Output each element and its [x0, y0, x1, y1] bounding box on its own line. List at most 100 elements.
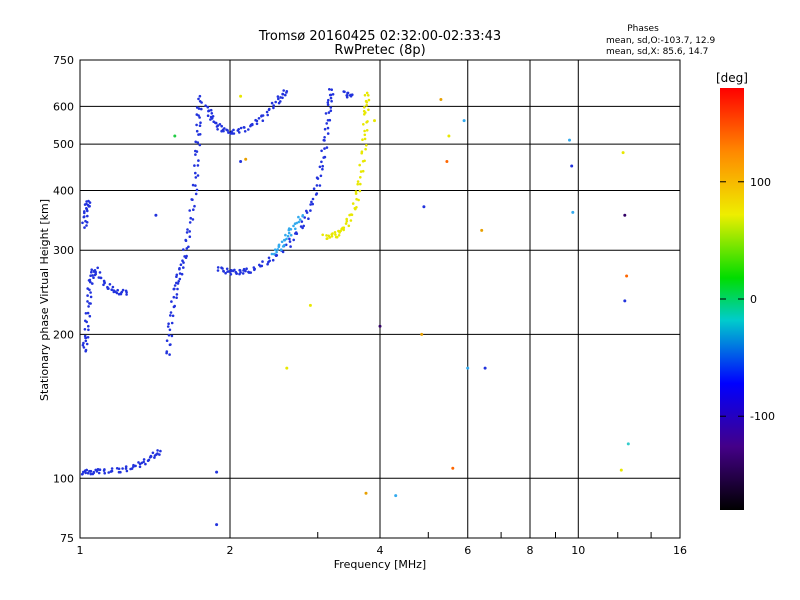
trace-point — [364, 99, 368, 103]
scatter-point — [422, 205, 426, 209]
trace-point — [82, 470, 85, 474]
trace-point — [245, 267, 248, 271]
trace-point — [321, 167, 324, 171]
trace-point — [175, 273, 179, 277]
trace-point — [326, 237, 329, 240]
trace-point — [94, 272, 97, 276]
colorbar-tick-labels: 100 0 -100 — [720, 176, 775, 423]
trace-point — [107, 471, 110, 474]
scatter-point — [420, 332, 424, 336]
scatter-point — [570, 164, 574, 168]
trace-point — [295, 221, 299, 225]
trace-point — [172, 305, 176, 309]
trace-point — [167, 322, 170, 326]
x-axis-label: Frequency [MHz] — [334, 558, 426, 571]
scatter-point — [623, 299, 627, 303]
trace-point — [351, 202, 355, 205]
trace-point — [272, 252, 276, 256]
trace-point — [323, 147, 326, 150]
trace-point — [337, 234, 341, 237]
trace-point — [216, 128, 219, 131]
trace-point — [200, 107, 203, 111]
scatter-point — [285, 366, 289, 370]
trace-point — [358, 163, 362, 167]
trace-point — [165, 350, 169, 353]
trace-point — [125, 291, 128, 294]
trace-point — [311, 202, 315, 206]
trace-point — [88, 469, 91, 473]
trace-point — [261, 119, 265, 122]
trace-point — [255, 122, 259, 126]
trace-point — [151, 451, 155, 455]
trace-point — [244, 269, 247, 273]
trace-point — [193, 164, 196, 167]
trace-point — [342, 228, 346, 232]
colorbar-label: [deg] — [716, 71, 748, 85]
trace-point — [182, 248, 185, 251]
trace-point — [197, 97, 200, 101]
trace-point — [188, 230, 191, 233]
trace-point — [359, 170, 363, 173]
trace-point — [345, 95, 349, 99]
trace-point — [322, 156, 326, 159]
trace-point — [115, 291, 119, 295]
trace-point — [357, 198, 360, 202]
trace-point — [279, 96, 282, 99]
trace-point — [120, 290, 124, 294]
trace-point — [322, 138, 326, 142]
trace-point — [179, 263, 183, 267]
trace-point — [281, 92, 284, 96]
trace-point — [276, 95, 280, 98]
trace-point — [189, 216, 192, 220]
trace-point — [167, 333, 171, 337]
trace-point — [216, 124, 220, 127]
trace-point — [86, 300, 89, 303]
trace-point — [87, 328, 90, 332]
scatter-point — [373, 119, 376, 123]
trace-point — [96, 266, 99, 270]
trace-point — [321, 164, 325, 168]
grid-lines — [80, 60, 680, 538]
chart-title: Tromsø 20160425 02:32:00-02:33:43 — [258, 29, 501, 44]
trace-point — [86, 471, 90, 475]
colorbar-tick-label: -100 — [750, 410, 775, 423]
trace-point — [86, 336, 90, 339]
trace-point — [320, 160, 323, 164]
trace-point — [81, 472, 84, 476]
trace-point — [85, 320, 88, 324]
trace-point — [83, 226, 86, 229]
trace-point — [344, 222, 348, 225]
trace-point — [315, 176, 319, 179]
trace-point — [271, 258, 275, 262]
trace-point — [182, 266, 185, 269]
trace-point — [222, 269, 225, 273]
trace-point — [170, 321, 174, 325]
trace-point — [282, 89, 286, 92]
trace-point — [345, 217, 349, 221]
trace-point — [288, 240, 292, 243]
trace-point — [253, 268, 256, 272]
trace-point — [97, 471, 101, 475]
trace-point — [82, 215, 86, 219]
trace-point — [329, 109, 333, 112]
trace-point — [195, 123, 198, 127]
trace-point — [289, 228, 293, 231]
trace-point — [85, 224, 88, 227]
trace-point — [206, 105, 210, 109]
trace-point — [197, 114, 200, 117]
trace-point — [277, 243, 281, 247]
trace-point — [328, 88, 331, 91]
trace-point — [285, 90, 289, 93]
trace-point — [81, 221, 84, 225]
trace-point — [98, 468, 102, 472]
trace-point — [283, 239, 287, 242]
trace-point — [144, 462, 147, 466]
trace-point — [83, 210, 86, 213]
trace-point — [330, 235, 334, 238]
trace-point — [185, 254, 188, 258]
trace-point — [360, 150, 364, 153]
trace-point — [326, 126, 330, 130]
trace-point — [159, 449, 162, 453]
trace-point — [222, 129, 225, 133]
colorbar-tick-label: 100 — [750, 176, 771, 189]
